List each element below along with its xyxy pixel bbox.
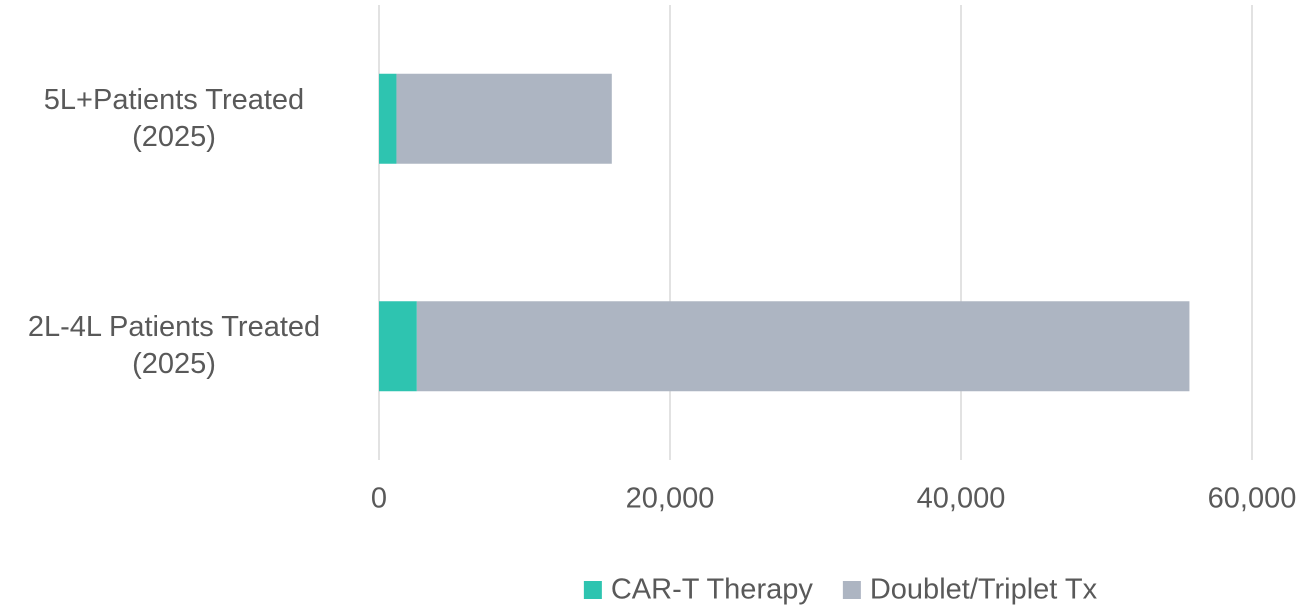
x-tick-label: 40,000 xyxy=(917,483,1006,515)
x-tick-label: 0 xyxy=(371,483,387,515)
y-tick-label: 5L+Patients Treated (2025) xyxy=(43,83,305,153)
y-tick-label: 2L-4L Patients Treated (2025) xyxy=(27,311,321,381)
legend-swatch xyxy=(842,581,861,599)
bar-segment xyxy=(416,301,1190,392)
legend-label: CAR-T Therapy xyxy=(611,574,813,606)
legend-label: Doublet/Triplet Tx xyxy=(870,574,1098,606)
x-tick-label: 60,000 xyxy=(1208,483,1297,515)
bar-segment xyxy=(396,73,612,164)
bar-segment xyxy=(379,301,417,392)
bar-segment xyxy=(379,73,397,164)
legend-swatch xyxy=(583,581,602,599)
x-tick-label: 20,000 xyxy=(626,483,715,515)
